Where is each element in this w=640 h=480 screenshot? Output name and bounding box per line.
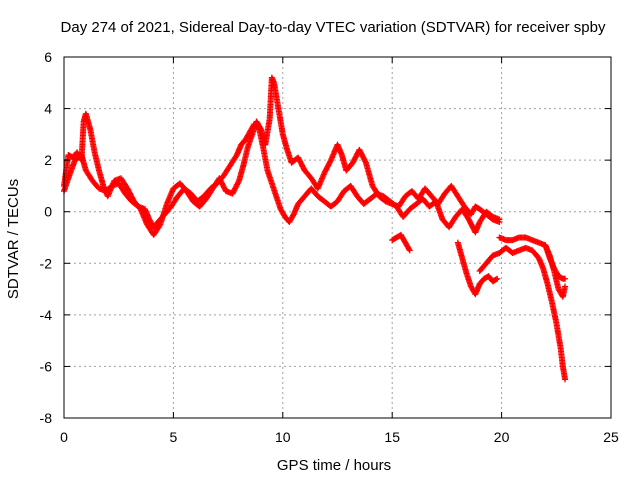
x-tick-label: 15	[384, 429, 400, 445]
axis-ticks: 0 5 10 15 20 25 -8 -6 -4 -2 0 2 4 6	[40, 49, 619, 445]
data-point	[405, 246, 412, 253]
data-point	[235, 179, 242, 186]
data-point	[156, 222, 163, 229]
y-tick-label: 4	[44, 101, 52, 117]
data-point	[496, 219, 503, 226]
data-points	[61, 74, 569, 383]
y-tick-label: -2	[40, 255, 53, 271]
series-track-5	[496, 234, 569, 300]
data-point	[562, 376, 569, 383]
y-tick-label: 0	[44, 204, 52, 220]
plot-frame	[63, 56, 612, 419]
data-point	[562, 275, 569, 282]
x-tick-label: 5	[170, 429, 178, 445]
series-track-6	[542, 242, 569, 282]
data-point	[257, 124, 264, 131]
series-track-2	[61, 74, 503, 238]
data-point	[362, 158, 369, 165]
x-axis-label: GPS time / hours	[277, 457, 391, 474]
data-point	[494, 275, 501, 282]
y-axis-label: SDTVAR / TECUs	[5, 179, 22, 299]
data-point	[406, 247, 413, 254]
series-track-3	[454, 239, 501, 298]
y-tick-label: -8	[40, 410, 53, 426]
x-tick-label: 0	[60, 429, 68, 445]
x-tick-label: 25	[603, 429, 619, 445]
series-track-4	[476, 244, 569, 383]
y-tick-label: -6	[40, 358, 53, 374]
data-point	[562, 283, 569, 290]
x-tick-label: 10	[275, 429, 291, 445]
chart-title: Day 274 of 2021, Sidereal Day-to-day VTE…	[61, 19, 606, 36]
y-tick-label: 2	[44, 152, 52, 168]
y-tick-label: -4	[40, 307, 53, 323]
series-track-7	[389, 231, 413, 254]
data-point	[327, 158, 334, 165]
x-tick-label: 20	[494, 429, 510, 445]
y-tick-label: 6	[44, 49, 52, 65]
